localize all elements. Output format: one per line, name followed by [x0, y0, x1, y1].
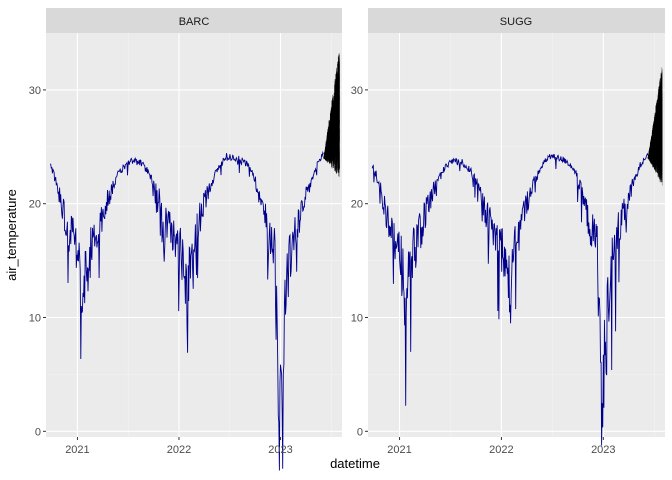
strip-label: BARC [179, 16, 210, 28]
forecast-ensemble-line [323, 63, 340, 162]
y-tick-label: 0 [35, 426, 41, 438]
x-tick-label: 2022 [489, 444, 513, 456]
forecast-ensemble-line [647, 71, 663, 178]
y-tick-label: 10 [29, 313, 41, 325]
x-tick-label: 2022 [167, 444, 191, 456]
y-tick-label: 30 [29, 85, 41, 97]
forecast-ensemble-line [323, 77, 340, 169]
observed-series [50, 150, 324, 471]
observed-line [50, 150, 324, 471]
y-axis-ticks: 0 10 20 30 [351, 85, 368, 438]
y-tick-label: 20 [29, 199, 41, 211]
y-tick-label: 0 [357, 426, 363, 438]
x-axis-title: datetime [330, 456, 380, 471]
x-tick-label: 2021 [387, 444, 411, 456]
y-axis-ticks: 0 10 20 30 [29, 85, 46, 438]
strip-background [46, 8, 342, 33]
y-tick-label: 20 [351, 199, 363, 211]
y-tick-label: 30 [351, 85, 363, 97]
strip-label: SUGG [500, 16, 532, 28]
forecast-series [647, 67, 663, 186]
y-axis-title: air_temperature [4, 189, 19, 281]
strip-background [368, 8, 665, 33]
x-tick-label: 2023 [268, 444, 292, 456]
observed-series [371, 152, 649, 446]
facet-panel-sugg: SUGG 2021 2022 2023 0 10 20 30 [351, 8, 665, 456]
forecast-ensemble-line [647, 93, 663, 175]
x-axis-ticks: 2021 2022 2023 [387, 437, 616, 456]
facet-panel-barc: BARC 2021 2022 2023 0 10 20 30 [29, 8, 342, 471]
x-tick-label: 2023 [591, 444, 615, 456]
x-tick-label: 2021 [65, 444, 89, 456]
forecast-series [323, 53, 340, 177]
observed-line [371, 152, 649, 446]
x-axis-ticks: 2021 2022 2023 [65, 437, 293, 456]
y-tick-label: 10 [351, 313, 363, 325]
